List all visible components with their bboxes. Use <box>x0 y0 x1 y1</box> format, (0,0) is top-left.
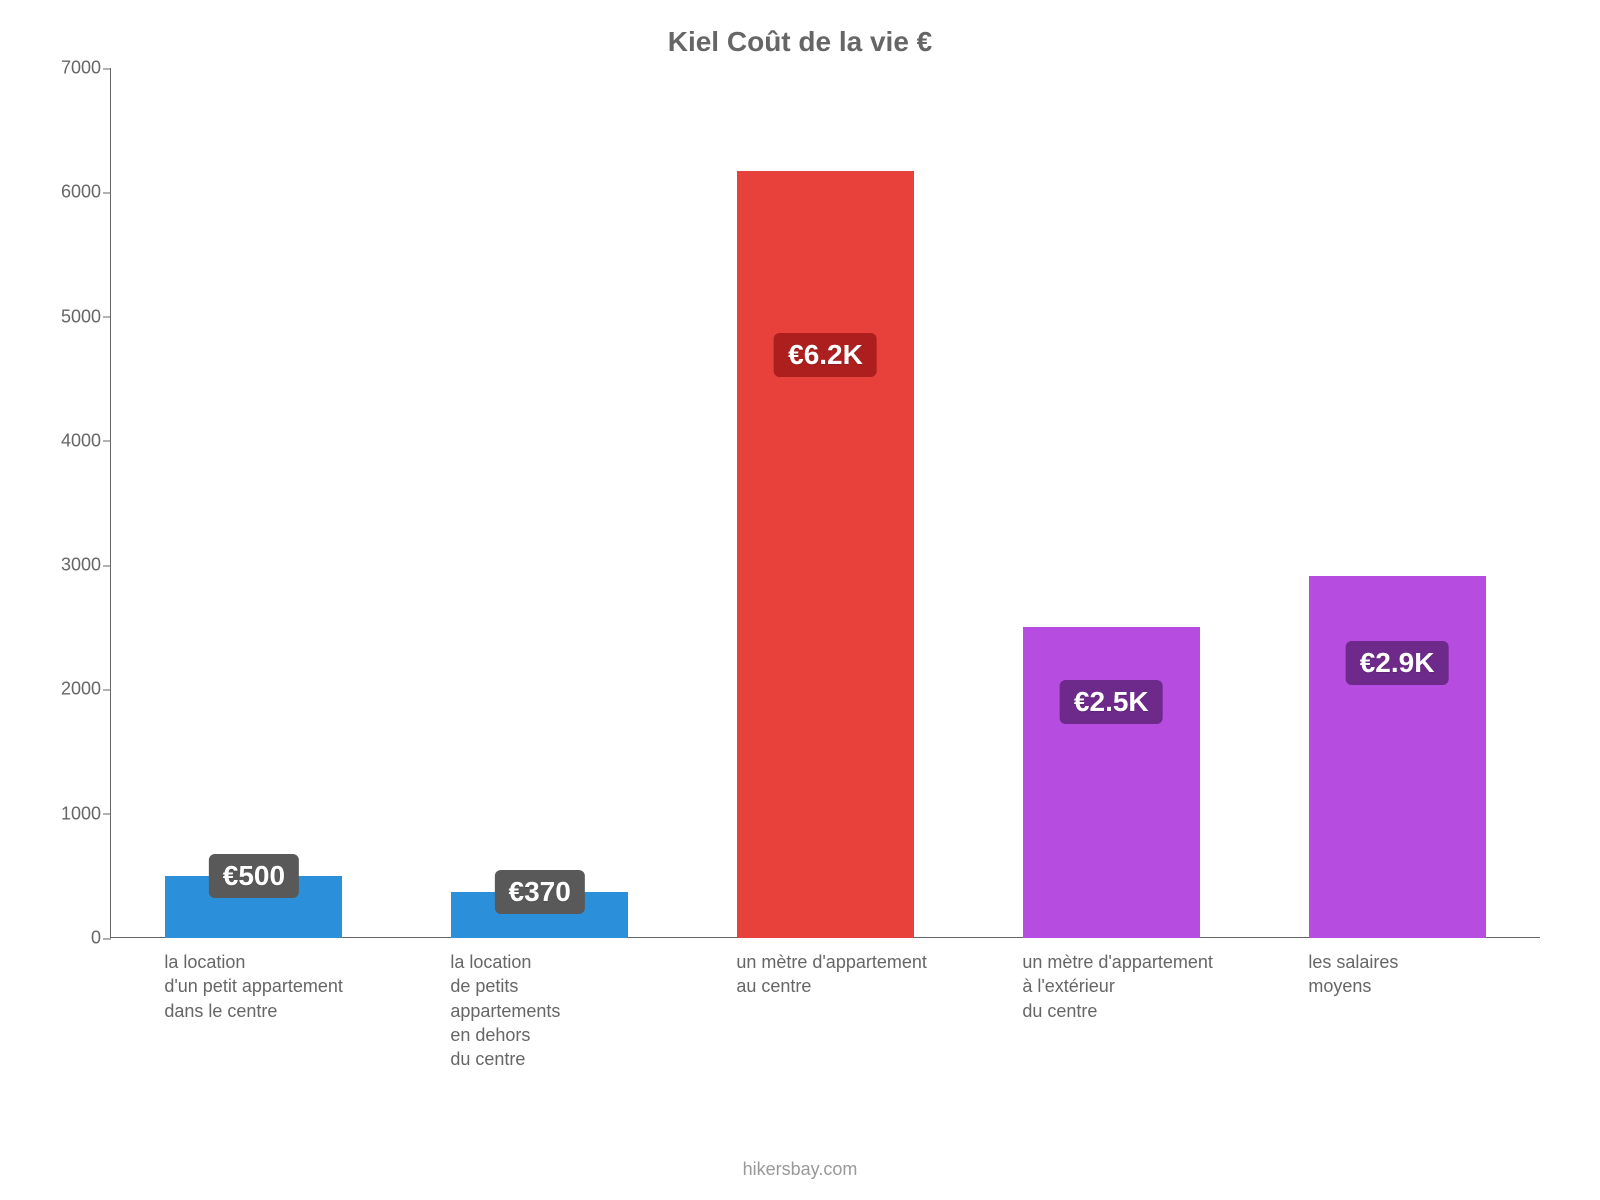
bar-value-label: €2.5K <box>1060 680 1163 724</box>
bar: €370 <box>451 892 628 938</box>
y-tick-label: 1000 <box>61 803 101 824</box>
y-tick-label: 4000 <box>61 430 101 451</box>
x-axis-labels: la location d'un petit appartement dans … <box>110 938 1540 1138</box>
x-axis-label: un mètre d'appartement à l'extérieur du … <box>1022 950 1257 1023</box>
y-tick: 1000 <box>41 803 101 824</box>
y-tick-mark <box>103 441 111 442</box>
bar-value-label: €500 <box>209 854 299 898</box>
bar: €6.2K <box>737 171 914 938</box>
x-axis-label: la location d'un petit appartement dans … <box>164 950 399 1023</box>
bar: €2.5K <box>1023 627 1200 938</box>
y-tick-label: 0 <box>91 928 101 949</box>
y-tick-mark <box>103 68 111 69</box>
y-tick-mark <box>103 689 111 690</box>
plot-area: €500€370€6.2K€2.5K€2.9K 0100020003000400… <box>110 68 1540 938</box>
y-tick: 6000 <box>41 182 101 203</box>
y-tick-label: 5000 <box>61 306 101 327</box>
chart-container: Kiel Coût de la vie € €500 €370 €6.2K €2.5K… <box>0 0 1600 1200</box>
y-tick-label: 6000 <box>61 182 101 203</box>
y-tick: 5000 <box>41 306 101 327</box>
y-tick: 4000 <box>41 430 101 451</box>
y-tick-label: 7000 <box>61 58 101 79</box>
bar-value-label: €2.9K <box>1346 641 1449 685</box>
y-tick: 0 <box>41 928 101 949</box>
x-axis-label: les salaires moyens <box>1308 950 1543 999</box>
y-tick-label: 2000 <box>61 679 101 700</box>
chart-title: Kiel Coût de la vie € <box>40 26 1560 58</box>
bar-value-label: €370 <box>495 870 585 914</box>
y-tick: 7000 <box>41 58 101 79</box>
y-tick-label: 3000 <box>61 555 101 576</box>
y-tick-mark <box>103 814 111 815</box>
y-tick: 2000 <box>41 679 101 700</box>
x-axis-label: un mètre d'appartement au centre <box>736 950 971 999</box>
y-tick-mark <box>103 192 111 193</box>
x-axis-label: la location de petits appartements en de… <box>450 950 685 1071</box>
y-tick: 3000 <box>41 555 101 576</box>
bars-group: €500 €370 €6.2K €2.5K €2.9K <box>111 68 1540 938</box>
bar: €2.9K <box>1309 576 1486 938</box>
attribution-text: hikersbay.com <box>0 1159 1600 1180</box>
y-tick-mark <box>103 565 111 566</box>
bar-value-label: €6.2K <box>774 333 877 377</box>
bar: €500 <box>165 876 342 938</box>
y-tick-mark <box>103 317 111 318</box>
